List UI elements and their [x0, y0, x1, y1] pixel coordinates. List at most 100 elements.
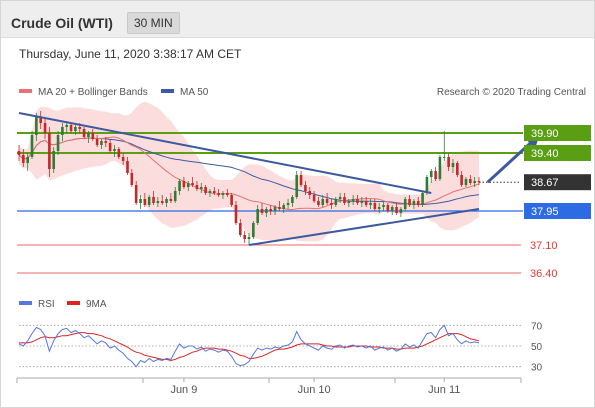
candle	[169, 193, 173, 203]
level-label-37.10: 37.10	[530, 240, 558, 252]
candle-body	[412, 201, 416, 205]
candle-body	[126, 161, 129, 173]
candle	[113, 145, 116, 157]
ma20-legend-swatch	[19, 89, 32, 93]
candle-body	[121, 157, 125, 161]
candle-body	[212, 191, 216, 193]
candle	[456, 161, 459, 177]
candle	[369, 199, 372, 209]
candle	[364, 197, 368, 207]
candle	[195, 181, 199, 191]
candle	[147, 195, 151, 207]
candle	[269, 205, 272, 215]
candle-body	[425, 177, 429, 193]
candle-body	[403, 199, 407, 209]
candle	[35, 113, 38, 141]
candle-body	[395, 207, 398, 213]
candle	[91, 129, 95, 141]
candle-body	[408, 199, 411, 205]
timeframe-badge[interactable]: 30 MIN	[127, 12, 180, 34]
candle	[230, 193, 233, 207]
candle	[273, 205, 277, 215]
candle-body	[234, 205, 238, 223]
candle-body	[334, 199, 338, 205]
candle-body	[421, 193, 424, 205]
candle	[165, 197, 168, 207]
candle	[347, 199, 351, 207]
candle	[373, 199, 377, 211]
candle	[56, 131, 60, 155]
candle-body	[390, 207, 394, 211]
candle	[295, 171, 299, 199]
instrument-title: Crude Oil (WTI)	[11, 15, 113, 31]
candle-body	[243, 235, 246, 239]
candle	[390, 205, 394, 215]
rsi-panel: 70 50 30	[18, 321, 543, 374]
candle-body	[447, 157, 450, 167]
ma20-line	[18, 136, 480, 211]
candle-body	[113, 149, 116, 151]
candle-body	[78, 127, 82, 129]
candle-body	[134, 185, 138, 203]
candle-body	[87, 133, 90, 137]
candle-body	[369, 203, 372, 205]
candle	[429, 169, 433, 183]
candle	[108, 139, 112, 153]
candle-body	[269, 209, 272, 211]
ma50-legend-swatch	[161, 89, 174, 93]
candle-body	[291, 197, 294, 203]
candle-body	[312, 195, 316, 201]
candle-body	[265, 209, 268, 213]
candle-body	[382, 205, 385, 207]
candle-body	[451, 163, 455, 167]
level-label-37.95: 37.95	[531, 206, 559, 218]
rsi-9ma-line	[19, 332, 480, 362]
candle	[386, 203, 390, 213]
candle-body	[330, 203, 333, 205]
level-label-36.40: 36.40	[530, 268, 558, 280]
candle	[191, 177, 194, 187]
candle-body	[108, 143, 112, 151]
candle	[403, 197, 407, 211]
candle-body	[104, 141, 108, 143]
trendline-lower	[248, 208, 480, 246]
candle	[52, 147, 56, 173]
level-label-38.67: 38.67	[531, 177, 559, 189]
candle	[469, 175, 472, 185]
candle-body	[239, 223, 242, 235]
candle-body	[377, 207, 381, 209]
candle-body	[282, 205, 286, 209]
candle	[265, 207, 268, 217]
level-tag-37.95	[524, 203, 591, 219]
candle	[139, 195, 142, 209]
candle-body	[22, 155, 25, 163]
candle	[234, 201, 238, 225]
candle	[173, 187, 177, 203]
candle-body	[43, 123, 47, 133]
candle-body	[160, 201, 164, 203]
candle	[438, 155, 442, 181]
candle-body	[178, 181, 181, 191]
candle	[156, 197, 160, 207]
candle-body	[182, 181, 186, 187]
candle-body	[186, 183, 190, 187]
candle-body	[195, 185, 199, 189]
candle-body	[52, 151, 56, 169]
candle-body	[39, 117, 42, 123]
candle	[360, 197, 364, 207]
candle	[204, 185, 207, 195]
candle-body	[460, 175, 463, 185]
candle-body	[364, 201, 368, 205]
candle	[212, 187, 216, 195]
candle-body	[286, 203, 290, 205]
timestamp: Thursday, June 11, 2020 3:38:17 AM CET	[19, 47, 242, 61]
candle	[26, 153, 29, 171]
candle	[74, 125, 77, 135]
ma20-legend-label: MA 20 + Bollinger Bands	[38, 87, 148, 98]
candle	[278, 201, 281, 211]
candle-body	[434, 171, 437, 179]
rsi-tick-label: 50	[531, 342, 543, 353]
candle-body	[464, 179, 468, 185]
candle-body	[169, 199, 173, 201]
candle	[239, 219, 242, 237]
